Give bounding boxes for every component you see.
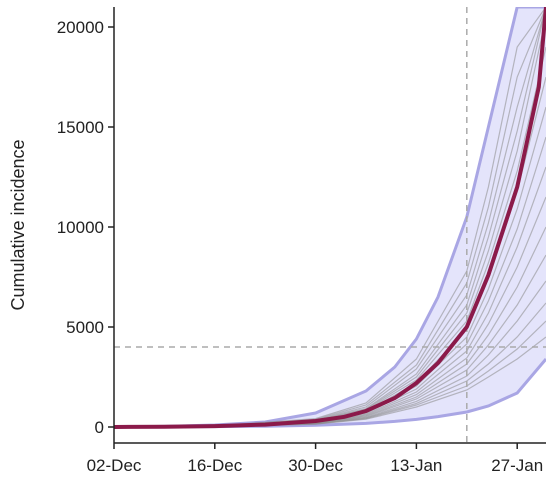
- y-tick-label: 20000: [57, 18, 104, 37]
- y-tick-label: 15000: [57, 118, 104, 137]
- x-tick-label: 13-Jan: [390, 456, 442, 475]
- median-line-layer: [114, 7, 546, 429]
- x-tick-label: 16-Dec: [187, 456, 242, 475]
- axes-layer: 0 5000 10000 15000 20000 02-Dec 16-Dec 30-Dec 13…: [57, 7, 546, 475]
- x-tick-label: 02-Dec: [87, 456, 142, 475]
- y-axis-title: Cumulative incidence: [8, 139, 28, 310]
- median-line: [114, 7, 546, 429]
- x-tick-label: 27-Jan: [491, 456, 543, 475]
- reference-lines-layer: [114, 7, 546, 443]
- y-tick-label: 5000: [66, 318, 104, 337]
- y-tick-label: 10000: [57, 218, 104, 237]
- x-tick-label: 30-Dec: [288, 456, 343, 475]
- y-tick-label: 0: [95, 418, 104, 437]
